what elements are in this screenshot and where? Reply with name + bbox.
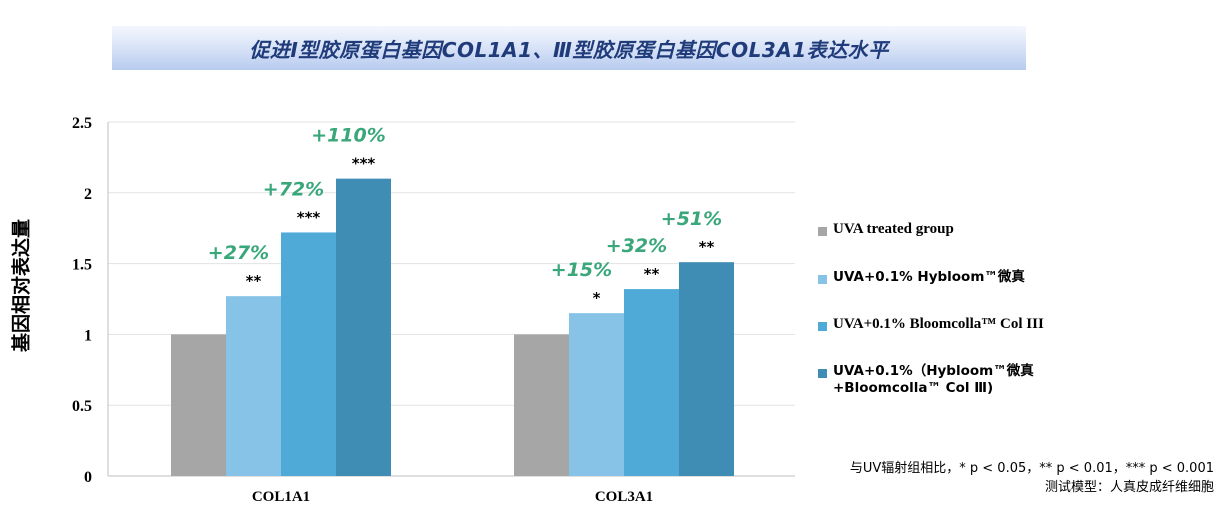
category-label: COL1A1: [252, 489, 310, 505]
legend-item-uva: UVA treated group: [818, 221, 954, 238]
bar: [569, 313, 624, 476]
percent-label: +27%: [208, 242, 269, 264]
bar: [679, 262, 734, 476]
percent-label: +51%: [661, 208, 722, 230]
significance-label: ***: [297, 208, 321, 226]
significance-label: ***: [352, 155, 376, 173]
bar: [336, 178, 391, 476]
legend-label: UVA+0.1%（Hybloom™微真 +Bloomcolla™ Col Ⅲ): [833, 363, 1034, 396]
footnote-test-model: 测试模型：人真皮成纤维细胞: [1044, 480, 1214, 495]
significance-label: *: [593, 289, 601, 307]
legend-swatch-hybloom: [818, 275, 827, 284]
percent-label: +72%: [263, 178, 324, 200]
bar: [171, 334, 226, 476]
significance-label: **: [644, 265, 660, 283]
category-label: COL3A1: [595, 489, 653, 505]
y-tick-label: 2: [84, 186, 92, 203]
y-tick-label: 0: [84, 469, 92, 486]
legend-swatch-combo: [818, 369, 827, 378]
legend-swatch-uva: [818, 227, 827, 236]
chart-title: 促进Ⅰ型胶原蛋白基因COL1A1、Ⅲ型胶原蛋白基因COL3A1表达水平: [249, 37, 889, 62]
legend-item-bloomcolla: UVA+0.1% Bloomcolla™ Col III: [818, 316, 1044, 333]
legend-item-combo: UVA+0.1%（Hybloom™微真 +Bloomcolla™ Col Ⅲ): [818, 363, 1034, 397]
percent-label: +15%: [551, 259, 612, 281]
y-tick-label: 1.5: [72, 257, 92, 274]
percent-label: +32%: [606, 235, 667, 257]
bar: [281, 232, 336, 476]
y-tick-label: 1: [84, 327, 92, 344]
significance-label: **: [699, 238, 715, 256]
significance-label: **: [246, 272, 262, 290]
footnote: 与UV辐射组相比，* p < 0.05，** p < 0.01，*** p < …: [850, 459, 1214, 497]
legend-swatch-bloomcolla: [818, 322, 827, 331]
title-band: 促进Ⅰ型胶原蛋白基因COL1A1、Ⅲ型胶原蛋白基因COL3A1表达水平: [112, 26, 1026, 70]
y-tick-label: 0.5: [72, 398, 92, 415]
y-tick-label: 2.5: [72, 115, 92, 132]
legend-item-hybloom: UVA+0.1% Hybloom™微真: [818, 269, 1025, 286]
bar: [514, 334, 569, 476]
footnote-significance: 与UV辐射组相比，* p < 0.05，** p < 0.01，*** p < …: [849, 461, 1214, 476]
legend-label: UVA+0.1% Bloomcolla™ Col III: [833, 316, 1044, 332]
bar: [624, 289, 679, 476]
percent-label: +110%: [311, 125, 386, 147]
legend-label: UVA+0.1% Hybloom™微真: [833, 269, 1025, 285]
bar: [226, 296, 281, 476]
legend-label: UVA treated group: [833, 221, 954, 237]
